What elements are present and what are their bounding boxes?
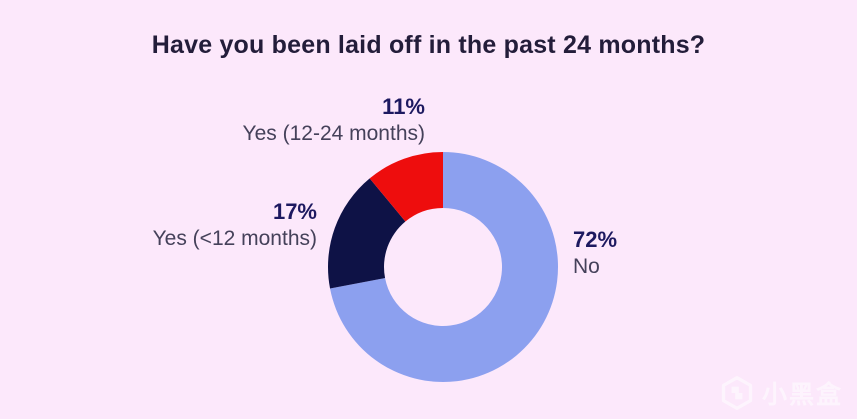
slice-annotation-yes-12-24: 11% Yes (12-24 months) bbox=[243, 93, 426, 147]
donut-slice-yes-12-24-months bbox=[369, 152, 443, 222]
watermark-text: 小黑盒 bbox=[761, 381, 843, 409]
donut-slice-no bbox=[330, 152, 559, 382]
percent-value: 72% bbox=[573, 227, 618, 252]
slice-annotation-yes-lt12: 17% Yes (<12 months) bbox=[153, 198, 317, 252]
slice-annotation-no: 72% No bbox=[573, 226, 617, 280]
percent-value: 17% bbox=[272, 199, 317, 224]
percent-value: 11% bbox=[382, 94, 425, 119]
slice-label: No bbox=[573, 255, 600, 278]
watermark: 小黑盒 bbox=[719, 375, 843, 411]
slice-label: Yes (12-24 months) bbox=[242, 122, 426, 145]
slice-label: Yes (<12 months) bbox=[152, 227, 317, 250]
donut-slice-yes-12-months bbox=[328, 178, 406, 289]
heybox-logo-icon bbox=[721, 376, 753, 410]
page-title: Have you been laid off in the past 24 mo… bbox=[151, 31, 706, 59]
